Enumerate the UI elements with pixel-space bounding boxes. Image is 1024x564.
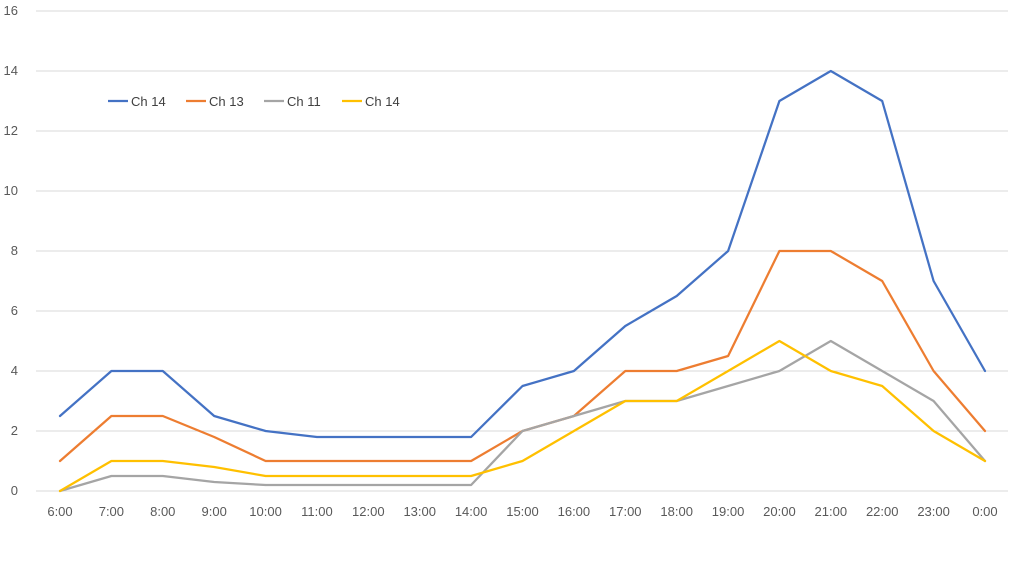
series-line-2 (58, 249, 987, 463)
x-tick-label: 12:00 (352, 504, 385, 519)
legend-item: Ch 13 (186, 94, 244, 109)
x-tick-label: 8:00 (150, 504, 175, 519)
x-tick-label: 18:00 (660, 504, 693, 519)
x-tick-label: 21:00 (815, 504, 848, 519)
x-tick-label: 17:00 (609, 504, 642, 519)
series-lines (58, 69, 987, 493)
legend-item: Ch 14 (342, 94, 400, 109)
x-tick-label: 11:00 (301, 504, 333, 519)
y-tick-label: 8 (11, 243, 18, 258)
y-tick-label: 4 (11, 363, 18, 378)
x-tick-label: 10:00 (249, 504, 282, 519)
series-line-3 (58, 339, 987, 493)
y-tick-label: 16 (4, 3, 18, 18)
gridlines (36, 10, 1008, 492)
legend-label: Ch 14 (131, 94, 166, 109)
x-axis-tick-labels: 6:00 7:00 8:00 9:00 10:00 11:00 12:00 13:00 14:0… (47, 504, 997, 519)
x-tick-label: 15:00 (506, 504, 539, 519)
x-tick-label: 9:00 (202, 504, 227, 519)
x-tick-label: 6:00 (47, 504, 72, 519)
legend-label: Ch 14 (365, 94, 400, 109)
legend-label: Ch 13 (209, 94, 244, 109)
x-tick-label: 7:00 (99, 504, 124, 519)
legend-label: Ch 11 (287, 94, 321, 109)
x-tick-label: 20:00 (763, 504, 796, 519)
y-axis-tick-labels: 0 2 4 6 8 10 12 14 16 (4, 3, 18, 498)
x-tick-label: 16:00 (558, 504, 591, 519)
x-tick-label: 19:00 (712, 504, 745, 519)
x-tick-label: 23:00 (917, 504, 950, 519)
legend: Ch 14 Ch 13 Ch 11 Ch 14 (108, 94, 400, 109)
series-line-1 (58, 69, 987, 439)
y-tick-label: 0 (11, 483, 18, 498)
x-tick-label: 13:00 (403, 504, 436, 519)
y-tick-label: 12 (4, 123, 18, 138)
y-tick-label: 6 (11, 303, 18, 318)
x-tick-label: 14:00 (455, 504, 488, 519)
legend-item: Ch 11 (264, 94, 321, 109)
y-tick-label: 10 (4, 183, 18, 198)
legend-item: Ch 14 (108, 94, 166, 109)
series-line-4 (58, 339, 987, 493)
y-tick-label: 2 (11, 423, 18, 438)
x-tick-label: 0:00 (972, 504, 997, 519)
y-tick-label: 14 (4, 63, 18, 78)
x-tick-label: 22:00 (866, 504, 899, 519)
